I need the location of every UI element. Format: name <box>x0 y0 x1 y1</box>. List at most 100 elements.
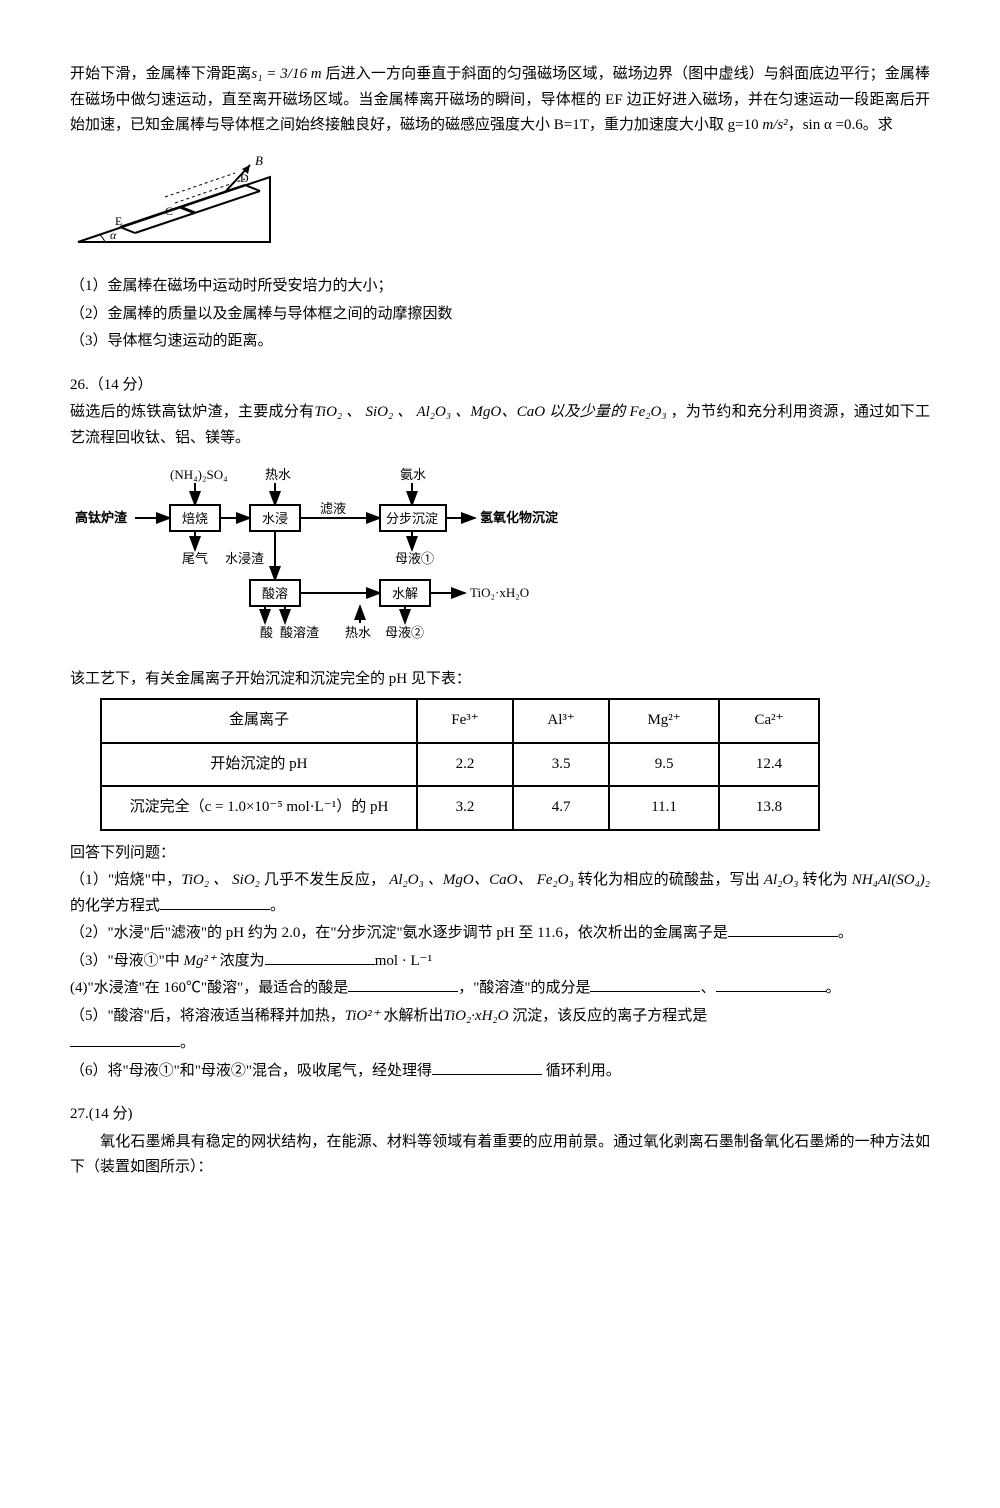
flow-start: 高钛炉渣 <box>75 510 128 525</box>
th-mg: Mg²⁺ <box>609 699 719 743</box>
text: （2）"水浸"后"滤液"的 pH 约为 2.0，在"分步沉淀"氨水逐步调节 pH… <box>70 925 728 941</box>
flow-svg: (NH₄)₂SO₄ 热水 氨水 高钛炉渣 焙烧 水浸 滤液 分步沉淀 氢氧化物沉… <box>70 465 630 645</box>
blank <box>348 977 458 992</box>
flow-tail: 尾气 <box>182 551 208 566</box>
table-row: 金属离子 Fe³⁺ Al³⁺ Mg²⁺ Ca²⁺ <box>101 699 819 743</box>
q26-1: （1）"焙烧"中，TiO₂ 、 SiO₂ 几乎不发生反应， Al₂O₃ 、MgO… <box>70 868 930 919</box>
cell: 3.5 <box>513 743 609 787</box>
flow-tio2: TiO₂·xH₂O <box>470 585 529 600</box>
text: ，sin α =0.6。求 <box>788 117 893 133</box>
blank <box>432 1060 542 1075</box>
q26-6: （6）将"母液①"和"母液②"混合，吸收尾气，经处理得 循环利用。 <box>70 1059 930 1085</box>
blank <box>160 895 270 910</box>
flow-b1: 焙烧 <box>182 511 208 526</box>
cell: 11.1 <box>609 786 719 830</box>
svg-text:C: C <box>165 204 173 218</box>
q25-item1: （1）金属棒在磁场中运动时所受安培力的大小； <box>70 274 930 300</box>
svg-text:D: D <box>240 171 249 185</box>
flow-b3: 分步沉淀 <box>386 511 438 526</box>
svg-text:B: B <box>255 153 263 168</box>
th-fe: Fe³⁺ <box>417 699 513 743</box>
text: 沉淀，该反应的离子方程式是 <box>508 1008 707 1024</box>
text: 转化为 <box>802 872 848 888</box>
q26-4: (4)"水浸渣"在 160℃"酸溶"，最适合的酸是，"酸溶渣"的成分是、。 <box>70 976 930 1002</box>
text: （1）"焙烧"中， <box>70 872 181 888</box>
var-s1: s₁ = 3/16 m <box>251 66 321 82</box>
table-caption: 该工艺下，有关金属离子开始沉淀和沉淀完全的 pH 见下表： <box>70 667 930 693</box>
blank <box>590 977 700 992</box>
inclined-plane-diagram: B E D C α <box>70 147 930 267</box>
text: 开始下滑，金属棒下滑距离 <box>70 66 251 82</box>
row1-label: 开始沉淀的 pH <box>101 743 417 787</box>
cell: 9.5 <box>609 743 719 787</box>
text: （5）"酸溶"后，将溶液适当稀释并加热， <box>70 1008 345 1024</box>
text: 磁选后的炼铁高钛炉渣，主要成分有 <box>70 404 314 420</box>
flow-nh3: 氨水 <box>400 467 426 482</box>
chem: Mg²⁺ <box>180 953 220 969</box>
chem: NH₄Al(SO₄)₂ <box>848 872 930 888</box>
flow-hotwater: 热水 <box>265 467 291 482</box>
flow-b4: 酸溶 <box>262 586 288 601</box>
ph-table: 金属离子 Fe³⁺ Al³⁺ Mg²⁺ Ca²⁺ 开始沉淀的 pH 2.2 3.… <box>100 698 820 831</box>
text: 循环利用。 <box>542 1063 621 1079</box>
text: 的化学方程式 <box>70 898 160 914</box>
th-al: Al³⁺ <box>513 699 609 743</box>
chem: TiO₂·xH₂O <box>443 1008 508 1024</box>
flow-b2: 水浸 <box>262 511 288 526</box>
flow-muye2: 母液② <box>385 625 424 640</box>
flow-out3: 氢氧化物沉淀 <box>480 510 559 525</box>
cell: 13.8 <box>719 786 819 830</box>
blank <box>716 977 826 992</box>
text: （6）将"母液①"和"母液②"混合，吸收尾气，经处理得 <box>70 1063 432 1079</box>
period: 。 <box>838 925 853 941</box>
cell: 3.2 <box>417 786 513 830</box>
blank <box>70 1032 180 1047</box>
unit: m/s² <box>759 117 788 133</box>
q26-5: （5）"酸溶"后，将溶液适当稀释并加热，TiO²⁺ 水解析出TiO₂·xH₂O … <box>70 1004 930 1030</box>
flow-lvye: 滤液 <box>320 501 346 516</box>
q26: 26.（14 分） 磁选后的炼铁高钛炉渣，主要成分有TiO₂ 、 SiO₂ 、 … <box>70 373 930 1085</box>
flow-b5: 水解 <box>392 586 418 601</box>
table-row: 沉淀完全（c = 1.0×10⁻⁵ mol·L⁻¹）的 pH 3.2 4.7 1… <box>101 786 819 830</box>
cell: 2.2 <box>417 743 513 787</box>
text: 几乎不发生反应， <box>260 872 385 888</box>
table-row: 开始沉淀的 pH 2.2 3.5 9.5 12.4 <box>101 743 819 787</box>
q27-body: 氧化石墨烯具有稳定的网状结构，在能源、材料等领域有着重要的应用前景。通过氧化剥离… <box>70 1130 930 1181</box>
period: 。 <box>270 898 285 914</box>
blank <box>265 950 375 965</box>
th-ion: 金属离子 <box>101 699 417 743</box>
q25-intro: 开始下滑，金属棒下滑距离s₁ = 3/16 m 后进入一方向垂直于斜面的匀强磁场… <box>70 62 930 139</box>
sep: 、 <box>700 980 715 996</box>
period: 。 <box>180 1035 195 1051</box>
text: （3）"母液①"中 <box>70 953 180 969</box>
flow-nh4so4: (NH₄)₂SO₄ <box>170 467 228 482</box>
flow-suanzha: 酸溶渣 <box>280 625 319 640</box>
svg-text:α: α <box>110 228 117 242</box>
q27: 27.(14 分) 氧化石墨烯具有稳定的网状结构，在能源、材料等领域有着重要的应… <box>70 1102 930 1181</box>
q25-item3: （3）导体框匀速运动的距离。 <box>70 329 930 355</box>
th-ca: Ca²⁺ <box>719 699 819 743</box>
q26-num: 26.（14 分） <box>70 373 930 399</box>
flow-suan: 酸 <box>260 625 273 640</box>
text: 转化为相应的硫酸盐，写出 <box>574 872 760 888</box>
text: ，"酸溶渣"的成分是 <box>458 980 590 996</box>
text: 浓度为 <box>220 953 265 969</box>
flow-reshui2: 热水 <box>345 625 371 640</box>
answer-label: 回答下列问题： <box>70 841 930 867</box>
unit: mol · L⁻¹ <box>375 953 432 969</box>
q26-intro: 磁选后的炼铁高钛炉渣，主要成分有TiO₂ 、 SiO₂ 、 Al₂O₃ 、MgO… <box>70 400 930 451</box>
chem: TiO₂ 、 SiO₂ 、 Al₂O₃ 、MgO、CaO 以及少量的 Fe₂O₃ <box>314 404 670 420</box>
q27-num: 27.(14 分) <box>70 1102 930 1128</box>
chem: Al₂O₃ 、MgO、CaO、 Fe₂O₃ <box>385 872 574 888</box>
chem: TiO²⁺ <box>345 1008 380 1024</box>
cell: 4.7 <box>513 786 609 830</box>
q26-5-blank: 。 <box>70 1031 930 1057</box>
period: 。 <box>826 980 841 996</box>
blank <box>728 922 838 937</box>
q25-item2: （2）金属棒的质量以及金属棒与导体框之间的动摩擦因数 <box>70 302 930 328</box>
q26-3: （3）"母液①"中 Mg²⁺ 浓度为 mol · L⁻¹ <box>70 949 930 975</box>
row2-label: 沉淀完全（c = 1.0×10⁻⁵ mol·L⁻¹）的 pH <box>101 786 417 830</box>
q26-2: （2）"水浸"后"滤液"的 pH 约为 2.0，在"分步沉淀"氨水逐步调节 pH… <box>70 921 930 947</box>
flow-muye1: 母液① <box>395 551 434 566</box>
flow-diagram-box: (NH₄)₂SO₄ 热水 氨水 高钛炉渣 焙烧 水浸 滤液 分步沉淀 氢氧化物沉… <box>70 459 930 659</box>
